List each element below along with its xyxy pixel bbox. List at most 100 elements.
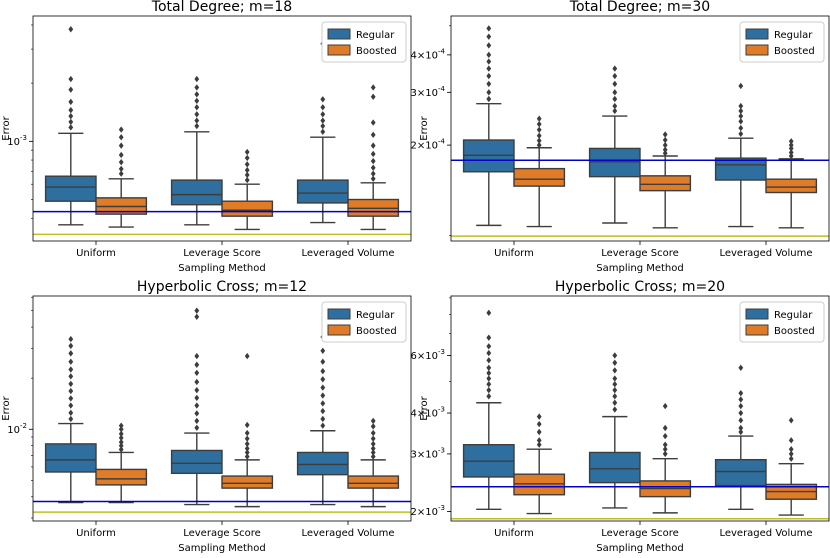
outlier-point <box>612 399 618 406</box>
legend: Regular Boosted <box>739 21 825 63</box>
outlier-point <box>738 424 744 432</box>
outlier-point <box>68 86 74 93</box>
outlier-point <box>612 367 618 374</box>
outlier-point <box>194 307 200 314</box>
chart-title: Total Degree; m=30 <box>569 0 710 15</box>
outlier-point <box>486 51 492 59</box>
outlier-point <box>68 98 74 106</box>
box-regular-leverage-score <box>588 352 641 509</box>
outlier-point <box>612 386 618 394</box>
y-tick-label: 2×10-3 <box>411 504 445 518</box>
chart-title: Hyperbolic Cross; m=20 <box>555 279 725 295</box>
outlier-point <box>536 413 542 420</box>
iqr-box <box>714 157 767 181</box>
outlier-point <box>788 446 794 453</box>
box-boosted-uniform <box>95 422 148 504</box>
outlier-point <box>320 128 326 136</box>
iqr-box <box>170 449 223 475</box>
y-axis-label: Error <box>1 395 12 420</box>
outlier-point <box>662 141 668 149</box>
outlier-point <box>194 117 200 124</box>
outlier-point <box>68 26 74 33</box>
panel-2: Total Degree; m=30 Error Sampling Method 2×… <box>411 0 830 274</box>
y-tick-label: 3×10-3 <box>411 446 445 460</box>
outlier-point <box>244 166 250 174</box>
x-tick-label: Leveraged Volume <box>719 248 812 259</box>
outlier-point <box>118 438 124 446</box>
iqr-box <box>170 179 223 206</box>
outlier-point <box>788 455 794 462</box>
outlier-point <box>738 82 744 90</box>
x-axis-label: Sampling Method <box>178 263 266 274</box>
outlier-point <box>370 142 376 149</box>
outlier-point <box>370 131 376 139</box>
outlier-point <box>486 369 492 377</box>
outlier-point <box>370 157 376 165</box>
outlier-point <box>662 149 668 157</box>
box-boosted-leverage-score <box>221 148 274 231</box>
outlier-point <box>662 446 668 453</box>
outlier-point <box>486 80 492 88</box>
outlier-point <box>194 84 200 91</box>
outlier-point <box>194 122 200 130</box>
outlier-point <box>194 378 200 386</box>
outlier-point <box>788 450 794 458</box>
outlier-point <box>244 449 250 456</box>
outlier-point <box>486 381 492 388</box>
outlier-point <box>612 72 618 80</box>
legend-label-regular: Regular <box>356 310 395 321</box>
box-regular-uniform <box>462 309 515 511</box>
outlier-point <box>612 352 618 359</box>
outlier-point <box>370 93 376 100</box>
iqr-box <box>588 147 641 178</box>
plot-frame <box>32 295 412 522</box>
outlier-point <box>194 352 200 360</box>
outlier-point <box>612 95 618 103</box>
outlier-point <box>244 176 250 184</box>
outlier-point <box>738 409 744 417</box>
outlier-point <box>536 441 542 448</box>
outlier-point <box>612 65 618 72</box>
y-axis-label: Error <box>419 115 430 140</box>
outlier-point <box>536 428 542 436</box>
outlier-point <box>244 421 250 429</box>
outlier-point <box>194 361 200 368</box>
outlier-point <box>662 146 668 153</box>
outlier-point <box>244 352 250 360</box>
outlier-point <box>788 145 794 152</box>
outlier-point <box>486 393 492 400</box>
outlier-point <box>486 343 492 350</box>
outlier-point <box>738 396 744 403</box>
outlier-point <box>612 359 618 366</box>
box-boosted-leveraged-volume <box>347 84 400 231</box>
outlier-point <box>788 152 794 160</box>
box-regular-uniform <box>44 335 97 504</box>
outlier-point <box>68 350 74 357</box>
legend-swatch-regular <box>327 28 351 40</box>
x-axis-label: Sampling Method <box>596 543 684 554</box>
y-tick-label: 10-2 <box>7 422 27 436</box>
legend-label-regular: Regular <box>774 30 813 41</box>
outlier-point <box>118 151 124 159</box>
legend-label-regular: Regular <box>774 310 813 321</box>
outlier-point <box>612 375 618 382</box>
outlier-point <box>370 423 376 430</box>
outlier-point <box>68 409 74 417</box>
iqr-box <box>639 175 692 192</box>
iqr-box <box>44 443 97 473</box>
outlier-point <box>194 369 200 377</box>
outlier-point <box>320 407 326 415</box>
outlier-point <box>244 445 250 452</box>
outlier-point <box>320 104 326 111</box>
outlier-point <box>244 435 250 442</box>
outlier-point <box>738 364 744 372</box>
iqr-box <box>296 451 349 476</box>
outlier-point <box>370 449 376 456</box>
outlier-point <box>486 72 492 80</box>
legend-swatch-boosted <box>327 44 351 56</box>
outlier-point <box>486 25 492 32</box>
x-axis-label: Sampling Method <box>596 263 684 274</box>
outlier-point <box>486 386 492 394</box>
outlier-point <box>244 148 250 156</box>
outlier-point <box>320 392 326 399</box>
